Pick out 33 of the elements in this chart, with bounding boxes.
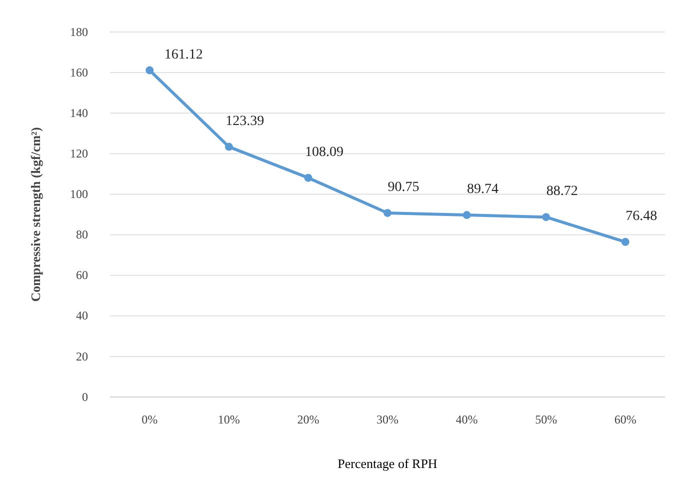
point [224,142,233,151]
y-tick-label: 40 [76,308,88,323]
data-label: 161.12 [164,47,203,62]
data-label: 76.48 [626,208,658,224]
y-tick-label: 120 [70,146,88,161]
y-tick-label: 60 [76,268,88,282]
x-axis-title: Percentage of RPH [338,456,438,471]
x-tick-label: 0% [142,412,158,427]
x-tick-label: 30% [376,412,398,427]
x-tick-label: 20% [297,412,320,427]
point [146,66,154,74]
y-tick-label: 160 [70,65,88,80]
y-tick-label: 20 [76,349,88,364]
data-label: 88.72 [546,184,578,200]
data-label: 89.74 [467,182,499,198]
x-tick-label: 50% [535,412,558,427]
data-label: 123.39 [226,114,264,129]
point [304,174,312,182]
y-axis-title: Compressive strength (kgf/cm²) [28,127,43,302]
point [542,213,550,222]
y-tick-label: 140 [70,106,88,120]
data-label: 108.09 [304,144,344,160]
point [621,238,630,246]
point [384,208,392,217]
x-tick-label: 10% [218,412,240,427]
x-tick-label: 40% [456,412,478,427]
y-tick-label: 180 [70,24,88,39]
data-label: 90.75 [388,180,420,195]
y-tick-label: 100 [70,187,88,202]
point [462,211,471,220]
y-tick-label: 80 [76,228,88,242]
y-tick-label: 0 [82,390,88,404]
x-tick-label: 60% [614,412,636,427]
